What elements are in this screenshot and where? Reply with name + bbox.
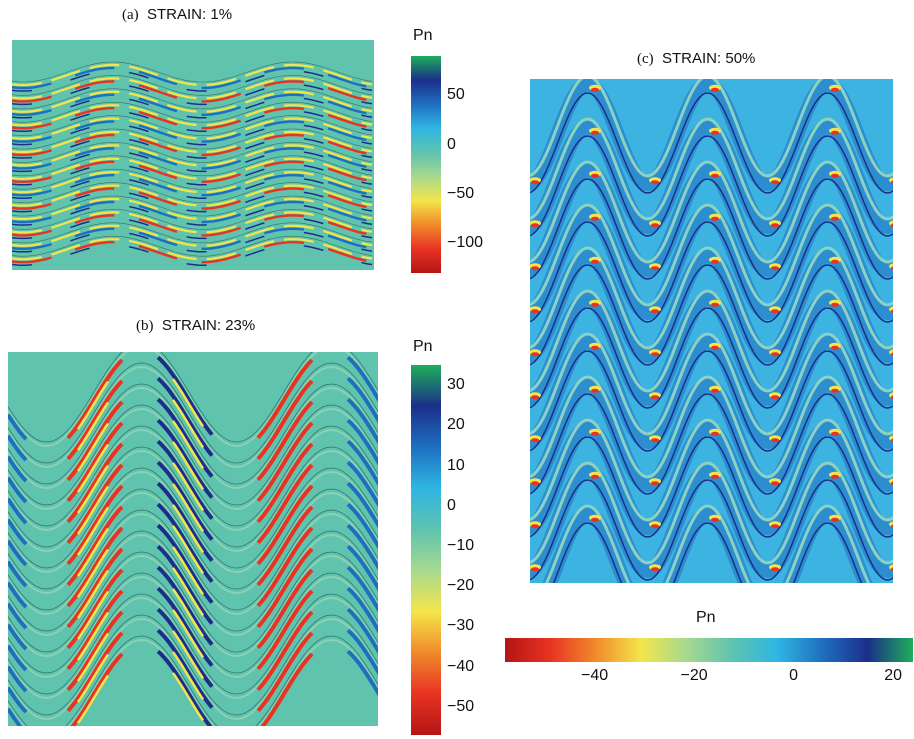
panel-a-strain-field (12, 40, 374, 270)
colorbar-b-label: Pn (413, 338, 433, 355)
panel-c-layer (530, 461, 893, 581)
panel-c-layer (530, 375, 893, 495)
colorbar-b (411, 365, 441, 735)
panel-a-layer (12, 182, 373, 213)
panel-b-layer (8, 383, 378, 490)
colorbar-a (411, 56, 441, 273)
panel-a-layer (12, 115, 373, 146)
panel-b-strain-value: 23% (225, 317, 256, 334)
panel-c-layer (530, 160, 893, 280)
panel-b-layer (8, 488, 378, 595)
panel-b-layer (8, 425, 378, 532)
colorbar-c-label: Pn (696, 609, 716, 626)
panel-c-title: (c) STRAIN: 50% (637, 50, 755, 68)
colorbar-b-tick: −20 (447, 577, 475, 595)
panel-c-layer (542, 504, 873, 583)
panel-a-plot (12, 40, 374, 270)
panel-c-layer (530, 79, 893, 194)
panel-b-layer (8, 530, 378, 637)
colorbar-b-tick: −30 (447, 617, 475, 635)
panel-b-strain-field (8, 352, 378, 726)
panel-b-layer (8, 635, 378, 726)
colorbar-c-tick: −40 (580, 667, 609, 684)
panel-c-layer (530, 332, 893, 452)
panel-c-layer (530, 117, 893, 237)
panel-b-layer (8, 509, 378, 616)
panel-b-layer (8, 593, 378, 700)
panel-a-layer (12, 128, 373, 159)
panel-a-letter: (a) (122, 7, 139, 23)
panel-a-layer (12, 195, 373, 226)
panel-c-strain-value: 50% (725, 50, 756, 67)
panel-b-layer (8, 362, 378, 469)
colorbar-a-tick: −50 (447, 185, 475, 203)
colorbar-b-tick: 10 (447, 456, 465, 474)
panel-c-layer (530, 289, 893, 409)
panel-a-strain-value: 1% (210, 6, 233, 23)
colorbar-b-tick: −10 (447, 536, 475, 554)
panel-a-layer (12, 101, 373, 132)
colorbar-a-tick: −100 (447, 234, 484, 252)
panel-b-letter: (b) (136, 318, 154, 334)
panel-b-plot (8, 352, 378, 726)
panel-a-layer (12, 168, 373, 199)
colorbar-b-tick: −50 (447, 697, 475, 715)
colorbar-a-label: Pn (413, 27, 433, 44)
colorbar-b-tick: 0 (447, 496, 456, 514)
colorbar-c-tick: −20 (680, 667, 708, 684)
panel-a-layer (12, 75, 373, 106)
colorbar-c-tick: 20 (884, 667, 902, 684)
colorbar-b-tick: 30 (447, 376, 465, 394)
panel-c-layer (530, 418, 893, 538)
panel-b-layer (8, 446, 378, 553)
colorbar-b-tick: 20 (447, 416, 465, 434)
panel-b-layer (8, 404, 378, 511)
colorbar-a-tick: 0 (447, 135, 456, 153)
panel-c-plot (530, 79, 893, 583)
panel-a-layer (12, 155, 373, 186)
panel-a-layer (12, 209, 373, 240)
panel-b-layer (8, 467, 378, 574)
colorbar-b-tick: −40 (447, 657, 475, 675)
panel-c-strain-field (530, 79, 893, 583)
panel-b-layer (8, 551, 378, 658)
panel-b-layer (8, 572, 378, 679)
colorbar-a-tick: 50 (447, 86, 465, 104)
panel-a-layer (12, 142, 373, 173)
panel-c-layer (530, 246, 893, 366)
panel-a-title: (a) STRAIN: 1% (122, 6, 232, 24)
panel-c-letter: (c) (637, 51, 654, 67)
panel-c-strain-label: STRAIN: (662, 50, 722, 67)
panel-a-strain-label: STRAIN: (147, 6, 207, 23)
panel-c-layer (530, 203, 893, 323)
panel-b-layer (8, 352, 378, 448)
panel-a-layer (12, 222, 373, 253)
colorbar-c-tick: 0 (789, 667, 799, 684)
panel-a-layer (12, 61, 373, 92)
panel-b-layer (8, 614, 378, 721)
colorbar-c (505, 638, 913, 662)
panel-b-strain-label: STRAIN: (161, 317, 222, 334)
panel-a-layer (12, 235, 373, 266)
panel-b-title: (b) STRAIN: 23% (136, 317, 255, 335)
panel-a-layer (12, 88, 373, 119)
